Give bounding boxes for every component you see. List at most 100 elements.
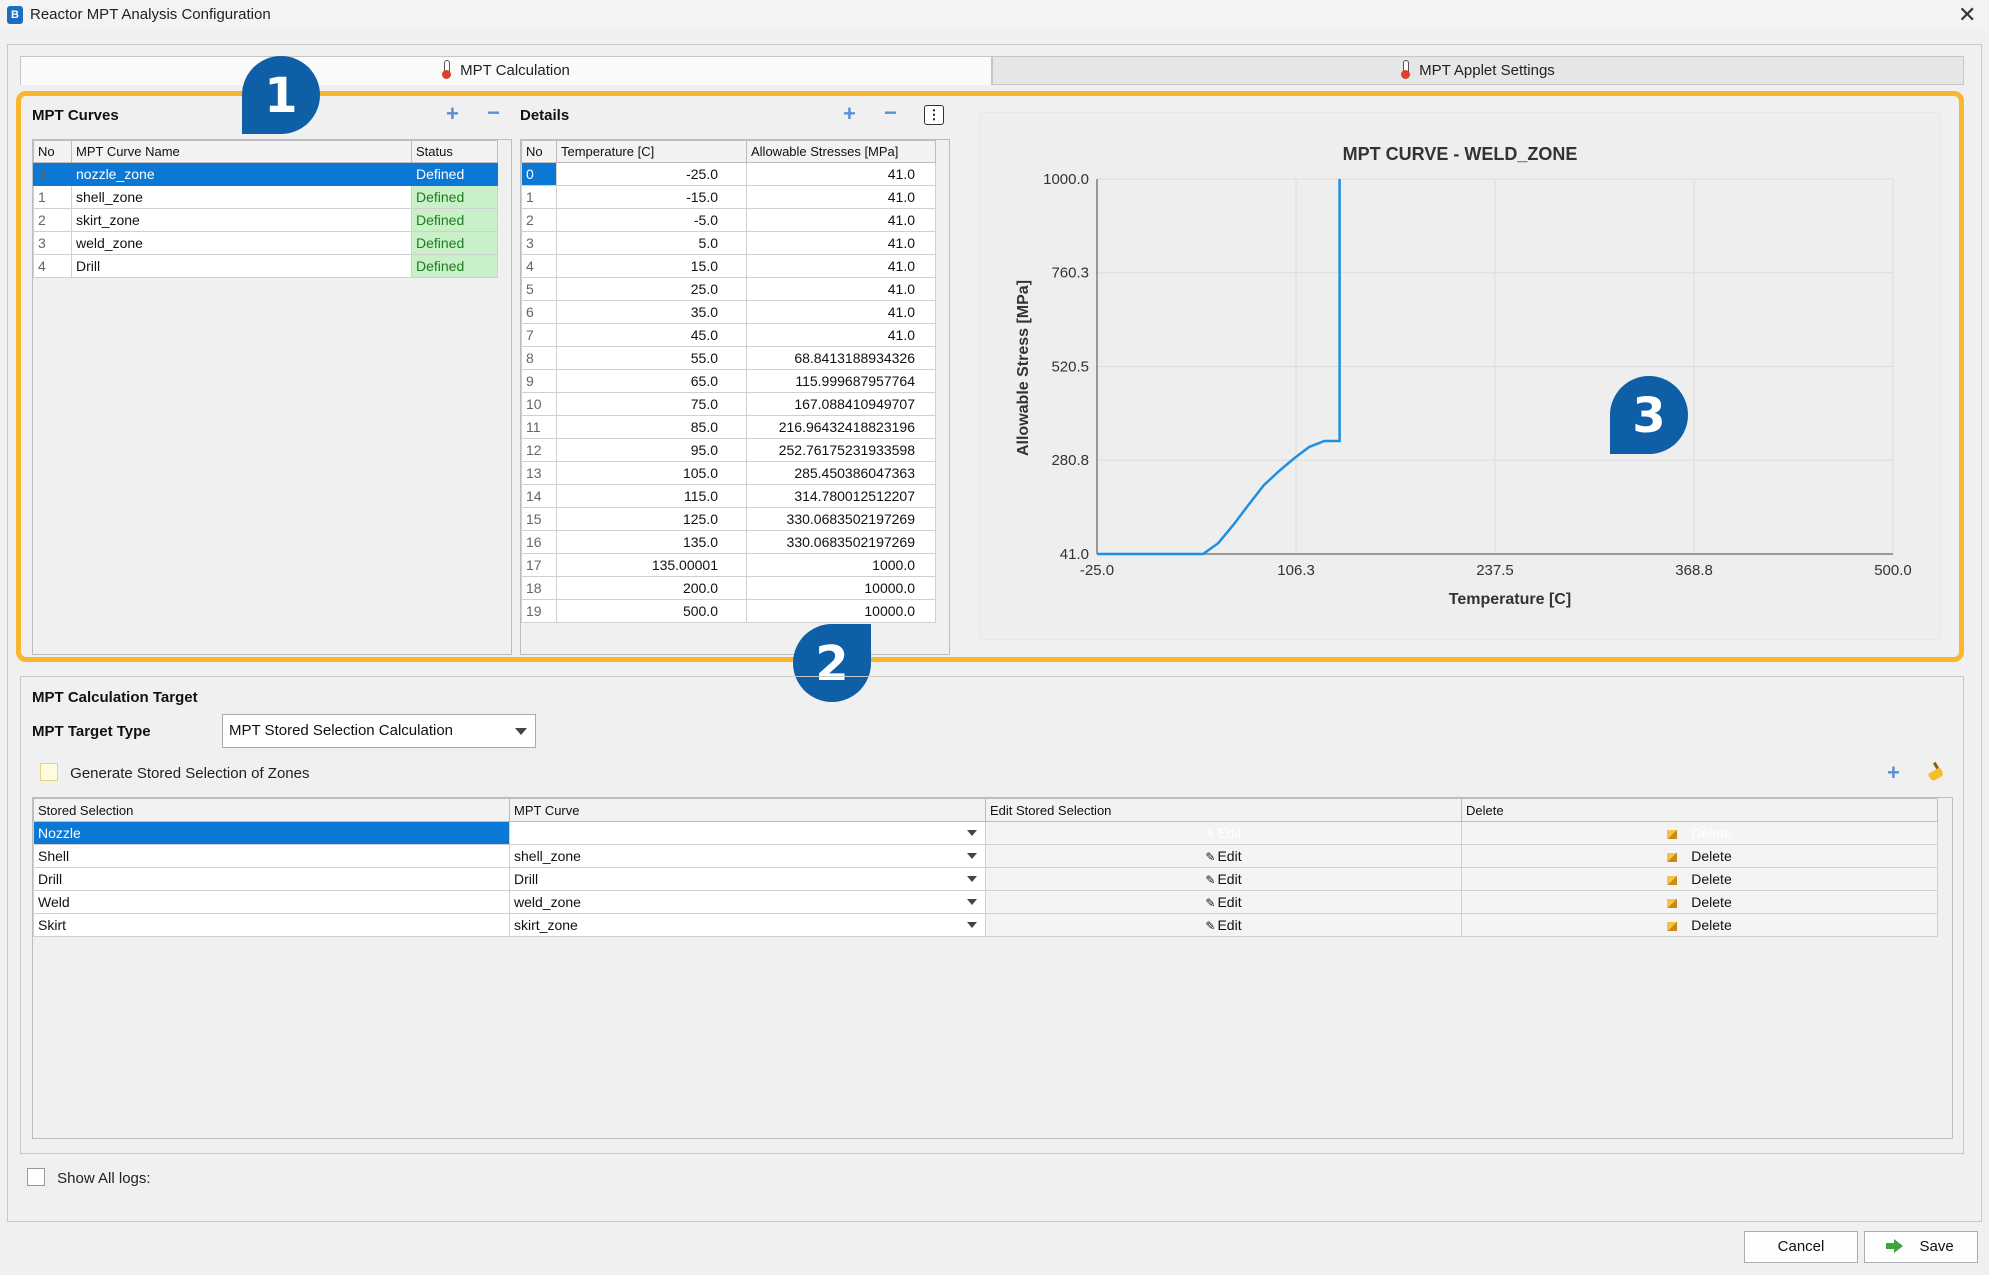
edit-button[interactable]: ✎ Edit (985, 890, 1462, 914)
detail-row-stress[interactable]: 41.0 (746, 254, 936, 278)
detail-row[interactable]: 7 45.0 41.0 (521, 323, 936, 347)
detail-row[interactable]: 11 85.0 216.96432418823196 (521, 415, 936, 439)
detail-row-stress[interactable]: 41.0 (746, 277, 936, 301)
stored-selection-name[interactable]: Skirt (33, 913, 510, 937)
broom-icon (1667, 853, 1678, 862)
clear-broom-icon[interactable] (1927, 761, 1945, 782)
detail-row-temperature[interactable]: 95.0 (556, 438, 747, 462)
detail-row[interactable]: 13 105.0 285.450386047363 (521, 461, 936, 485)
delete-button[interactable]: Delete (1461, 844, 1938, 868)
detail-row-stress[interactable]: 10000.0 (746, 576, 936, 600)
stored-selection-row[interactable]: Drill Drill ✎ Edit Delete (33, 867, 1938, 891)
cancel-button[interactable]: Cancel (1744, 1231, 1858, 1263)
curve-row[interactable]: 4 Drill Defined (33, 254, 498, 278)
stored-selection-name[interactable]: Shell (33, 844, 510, 868)
curve-row-name[interactable]: skirt_zone (71, 208, 412, 232)
show-all-logs-row[interactable]: Show All logs: (27, 1168, 151, 1187)
detail-row-stress[interactable]: 41.0 (746, 231, 936, 255)
detail-row-stress[interactable]: 216.96432418823196 (746, 415, 936, 439)
detail-row-temperature[interactable]: 65.0 (556, 369, 747, 393)
detail-row[interactable]: 4 15.0 41.0 (521, 254, 936, 278)
detail-row-temperature[interactable]: 35.0 (556, 300, 747, 324)
target-type-select[interactable]: MPT Stored Selection Calculation (222, 714, 536, 748)
curve-row-status: Defined (411, 185, 498, 209)
generate-stored-selection-row[interactable]: Generate Stored Selection of Zones (40, 763, 309, 782)
generate-stored-selection-checkbox[interactable] (40, 763, 58, 781)
detail-row-temperature[interactable]: 75.0 (556, 392, 747, 416)
detail-row[interactable]: 9 65.0 115.999687957764 (521, 369, 936, 393)
detail-row-temperature[interactable]: 125.0 (556, 507, 747, 531)
stored-selection-row[interactable]: Weld weld_zone ✎ Edit Delete (33, 890, 1938, 914)
delete-button[interactable]: Delete (1461, 913, 1938, 937)
detail-row[interactable]: 0 -25.0 41.0 (521, 162, 936, 186)
stored-selection-row[interactable]: Shell shell_zone ✎ Edit Delete (33, 844, 1938, 868)
stored-selection-name[interactable]: Nozzle (33, 821, 510, 845)
curve-row[interactable]: 1 shell_zone Defined (33, 185, 498, 209)
detail-row-temperature[interactable]: 105.0 (556, 461, 747, 485)
stored-selection-row[interactable]: Skirt skirt_zone ✎ Edit Delete (33, 913, 1938, 937)
detail-row[interactable]: 15 125.0 330.0683502197269 (521, 507, 936, 531)
detail-row[interactable]: 5 25.0 41.0 (521, 277, 936, 301)
detail-row-stress[interactable]: 10000.0 (746, 599, 936, 623)
add-selection-icon[interactable]: + (1887, 760, 1900, 785)
save-button[interactable]: Save (1864, 1231, 1978, 1263)
detail-row[interactable]: 16 135.0 330.0683502197269 (521, 530, 936, 554)
details-table-area: No Temperature [C] Allowable Stresses [M… (520, 139, 950, 655)
edit-button[interactable]: ✎ Edit (985, 867, 1462, 891)
curve-row-name[interactable]: weld_zone (71, 231, 412, 255)
detail-row[interactable]: 10 75.0 167.088410949707 (521, 392, 936, 416)
detail-row-stress[interactable]: 314.780012512207 (746, 484, 936, 508)
delete-button[interactable]: Delete (1461, 821, 1938, 845)
detail-row-stress[interactable]: 167.088410949707 (746, 392, 936, 416)
detail-row-temperature[interactable]: 135.00001 (556, 553, 747, 577)
remove-row-icon[interactable]: − (884, 100, 897, 125)
add-curve-icon[interactable]: + (446, 101, 459, 126)
detail-row-stress[interactable]: 285.450386047363 (746, 461, 936, 485)
detail-row-stress[interactable]: 41.0 (746, 185, 936, 209)
mpt-curve-dropdown[interactable]: shell_zone (509, 844, 986, 868)
tab-mpt-applet-settings[interactable]: MPT Applet Settings (992, 56, 1964, 85)
delete-button[interactable]: Delete (1461, 890, 1938, 914)
detail-row-temperature[interactable]: 55.0 (556, 346, 747, 370)
detail-row-stress[interactable]: 330.0683502197269 (746, 507, 936, 531)
detail-row[interactable]: 18 200.0 10000.0 (521, 576, 936, 600)
edit-button[interactable]: ✎ Edit (985, 821, 1462, 845)
detail-row-temperature[interactable]: -5.0 (556, 208, 747, 232)
curve-row[interactable]: 0 nozzle_zone Defined (33, 162, 498, 186)
curve-row-name[interactable]: Drill (71, 254, 412, 278)
mpt-curve-value: nozzle_zone (514, 825, 593, 841)
more-options-icon[interactable]: ⋮ (924, 105, 944, 125)
curve-row[interactable]: 2 skirt_zone Defined (33, 208, 498, 232)
tab-mpt-calculation[interactable]: MPT Calculation (20, 56, 992, 85)
show-all-logs-checkbox[interactable] (27, 1168, 45, 1186)
curve-row-name[interactable]: shell_zone (71, 185, 412, 209)
detail-row-stress[interactable]: 115.999687957764 (746, 369, 936, 393)
detail-row[interactable]: 1 -15.0 41.0 (521, 185, 936, 209)
mpt-curve-dropdown[interactable]: skirt_zone (509, 913, 986, 937)
detail-row-temperature[interactable]: 500.0 (556, 599, 747, 623)
stored-selection-row[interactable]: Nozzle nozzle_zone ✎ Edit Delete (33, 821, 1938, 845)
y-tick-label: 1000.0 (1043, 171, 1089, 188)
add-row-icon[interactable]: + (843, 101, 856, 126)
edit-button[interactable]: ✎ Edit (985, 844, 1462, 868)
broom-icon (1667, 922, 1678, 931)
edit-button[interactable]: ✎ Edit (985, 913, 1462, 937)
mpt-curve-dropdown[interactable]: weld_zone (509, 890, 986, 914)
detail-row[interactable]: 3 5.0 41.0 (521, 231, 936, 255)
detail-row-temperature[interactable]: 135.0 (556, 530, 747, 554)
detail-row[interactable]: 19 500.0 10000.0 (521, 599, 936, 623)
x-tick-label: 500.0 (1874, 562, 1912, 579)
curve-row-name[interactable]: nozzle_zone (71, 162, 412, 186)
detail-row-stress[interactable]: 41.0 (746, 323, 936, 347)
detail-row-temperature[interactable]: 200.0 (556, 576, 747, 600)
remove-curve-icon[interactable]: − (487, 100, 500, 125)
stored-selection-name[interactable]: Weld (33, 890, 510, 914)
close-icon[interactable]: ✕ (1958, 2, 1977, 27)
save-label: Save (1919, 1238, 1954, 1255)
delete-button[interactable]: Delete (1461, 867, 1938, 891)
show-all-logs-label: Show All logs: (57, 1170, 151, 1187)
mpt-curve-dropdown[interactable]: nozzle_zone (509, 821, 986, 845)
stored-selection-name[interactable]: Drill (33, 867, 510, 891)
mpt-curve-dropdown[interactable]: Drill (509, 867, 986, 891)
edit-label: Edit (1217, 894, 1242, 910)
